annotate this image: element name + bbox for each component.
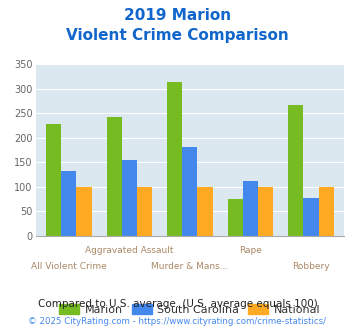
Bar bbox=[304, 198, 319, 236]
Bar bbox=[182, 147, 197, 236]
Text: Aggravated Assault: Aggravated Assault bbox=[85, 246, 174, 255]
Text: All Violent Crime: All Violent Crime bbox=[31, 262, 107, 271]
Text: Robbery: Robbery bbox=[292, 262, 330, 271]
Bar bbox=[197, 187, 213, 236]
Bar bbox=[122, 160, 137, 236]
Text: 2019 Marion: 2019 Marion bbox=[124, 8, 231, 23]
Bar bbox=[243, 181, 258, 236]
Bar bbox=[61, 171, 76, 236]
Text: Rape: Rape bbox=[239, 246, 262, 255]
Bar bbox=[228, 199, 243, 236]
Bar bbox=[319, 187, 334, 236]
Text: Murder & Mans...: Murder & Mans... bbox=[151, 262, 229, 271]
Text: Compared to U.S. average. (U.S. average equals 100): Compared to U.S. average. (U.S. average … bbox=[38, 299, 317, 309]
Bar bbox=[137, 187, 152, 236]
Bar bbox=[106, 117, 122, 236]
Text: Violent Crime Comparison: Violent Crime Comparison bbox=[66, 28, 289, 43]
Legend: Marion, South Carolina, National: Marion, South Carolina, National bbox=[55, 300, 325, 320]
Bar bbox=[288, 105, 304, 236]
Bar bbox=[46, 124, 61, 236]
Bar bbox=[258, 187, 273, 236]
Bar bbox=[76, 187, 92, 236]
Text: © 2025 CityRating.com - https://www.cityrating.com/crime-statistics/: © 2025 CityRating.com - https://www.city… bbox=[28, 317, 327, 326]
Bar bbox=[167, 82, 182, 236]
